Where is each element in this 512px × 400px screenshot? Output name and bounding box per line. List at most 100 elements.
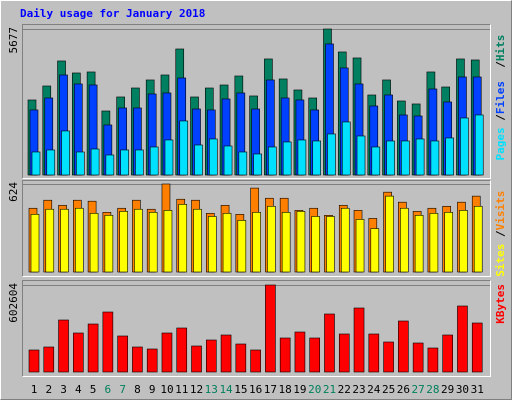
bar: [386, 140, 395, 176]
x-tick-label: 17: [264, 383, 277, 396]
bar: [327, 133, 336, 176]
bar: [324, 313, 335, 373]
bar: [89, 213, 99, 273]
bar: [265, 284, 276, 373]
bar: [134, 208, 143, 273]
bar: [311, 216, 321, 273]
bar: [135, 149, 144, 176]
bar: [146, 348, 158, 373]
x-tick-label: 3: [60, 383, 67, 396]
bar: [385, 195, 394, 273]
bar: [164, 139, 174, 176]
x-tick-label: 4: [75, 383, 82, 396]
x-tick-label: 15: [234, 383, 247, 396]
bar: [473, 205, 483, 273]
legend-separator-space: [494, 184, 507, 191]
bar: [148, 212, 158, 273]
bar: [429, 213, 439, 273]
bar: [207, 216, 217, 273]
bar: [76, 151, 85, 176]
x-tick-label: 18: [279, 383, 292, 396]
bar: [312, 140, 322, 176]
bar: [474, 114, 484, 176]
x-tick-label: 7: [119, 383, 126, 396]
bar: [117, 335, 128, 373]
legend-separator: /: [494, 61, 507, 68]
bar: [296, 211, 306, 273]
bar: [253, 153, 262, 176]
bar: [267, 205, 276, 273]
legend-separator-space: [494, 28, 507, 35]
bar: [193, 208, 202, 273]
bar: [119, 211, 128, 273]
x-tick-label: 1: [31, 383, 38, 396]
plot-frame: [22, 280, 491, 377]
legend-entry: Files: [494, 81, 507, 114]
bar: [341, 121, 351, 176]
bar: [444, 212, 453, 273]
bar: [60, 208, 69, 273]
bar: [459, 210, 468, 273]
bar: [90, 148, 100, 176]
bar: [460, 117, 469, 176]
bar: [237, 220, 247, 273]
bar: [194, 144, 203, 176]
bar: [31, 151, 41, 176]
bar: [28, 349, 40, 373]
plot-frame: [22, 24, 491, 179]
bar: [294, 331, 306, 373]
x-tick-label: 26: [397, 383, 410, 396]
bar: [368, 333, 380, 373]
x-tick-label: 6: [105, 383, 112, 396]
plot-frame: [22, 280, 491, 377]
bar: [355, 219, 365, 273]
bar: [30, 214, 40, 273]
bar: [383, 341, 394, 373]
bar: [222, 213, 232, 273]
x-tick-label: 13: [205, 383, 218, 396]
bar: [45, 208, 55, 273]
x-tick-label: 20: [308, 383, 321, 396]
x-tick-label: 27: [412, 383, 425, 396]
chart-title: Daily usage for January 2018: [20, 7, 205, 20]
legend-entry: Sites: [494, 244, 507, 277]
bar: [87, 323, 99, 373]
bar: [75, 207, 84, 273]
bar: [120, 149, 129, 176]
bar: [401, 140, 410, 176]
plot-frame: [22, 24, 491, 179]
bar: [102, 311, 114, 373]
bar: [430, 140, 440, 176]
bar: [161, 332, 173, 373]
bar: [58, 319, 69, 373]
y-tick-label: 624: [7, 182, 20, 202]
bar: [238, 151, 248, 176]
bar: [149, 146, 159, 176]
bar: [105, 154, 115, 176]
bar: [191, 345, 202, 373]
legend-separator-space: [494, 121, 507, 128]
x-tick-label: 9: [149, 383, 156, 396]
legend: KBytes: [494, 284, 507, 324]
x-tick-label: 23: [352, 383, 365, 396]
bar: [61, 130, 70, 176]
bar: [176, 327, 188, 373]
legend-entry: Visits: [494, 191, 507, 231]
bar: [163, 210, 173, 273]
bar: [268, 146, 277, 176]
bar: [371, 146, 381, 176]
x-tick-label: 25: [382, 383, 395, 396]
x-tick-label: 28: [426, 383, 439, 396]
bar: [46, 149, 56, 176]
bar: [282, 141, 292, 176]
bar: [281, 212, 291, 273]
bar: [179, 120, 189, 176]
bar: [104, 215, 114, 273]
bar: [414, 215, 424, 273]
bar: [250, 349, 261, 373]
bar: [208, 138, 218, 176]
x-tick-label: 19: [293, 383, 306, 396]
bar: [340, 207, 350, 273]
